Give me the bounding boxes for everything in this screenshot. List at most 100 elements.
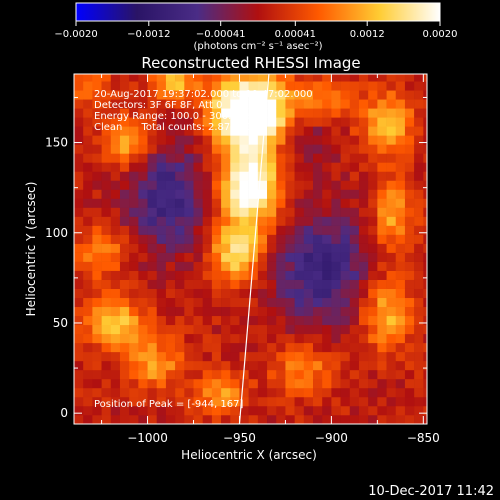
heatmap-cell xyxy=(414,306,424,317)
heatmap-cell xyxy=(331,180,341,190)
heatmap-cell xyxy=(101,153,112,163)
heatmap-cell xyxy=(377,144,387,154)
heatmap-cell xyxy=(377,162,387,172)
heatmap-cell xyxy=(248,216,259,226)
heatmap-cell xyxy=(83,162,93,172)
heatmap-cell xyxy=(294,288,305,299)
heatmap-cell xyxy=(322,306,332,317)
heatmap-cell xyxy=(221,297,231,308)
heatmap-cell xyxy=(211,378,222,389)
heatmap-cell xyxy=(221,252,231,262)
heatmap-cell xyxy=(74,261,84,271)
heatmap-cell xyxy=(129,117,139,127)
heatmap-cell xyxy=(368,189,378,199)
heatmap-cell xyxy=(358,90,369,100)
heatmap-cell xyxy=(119,324,130,335)
heatmap-cell xyxy=(257,153,268,163)
heatmap-cell xyxy=(395,108,406,118)
heatmap-cell xyxy=(267,135,277,145)
heatmap-cell xyxy=(147,333,158,344)
heatmap-cell xyxy=(358,126,369,136)
heatmap-cell xyxy=(248,126,259,136)
heatmap-cell xyxy=(349,189,360,199)
heatmap-cell xyxy=(313,162,323,172)
heatmap-cell xyxy=(386,189,397,199)
heatmap-cell xyxy=(303,306,314,317)
heatmap-cell xyxy=(211,117,222,127)
heatmap-cell xyxy=(239,99,249,109)
heatmap-cell xyxy=(294,126,305,136)
heatmap-cell xyxy=(294,81,305,91)
heatmap-cell xyxy=(92,144,102,154)
heatmap-cell xyxy=(175,171,185,181)
heatmap-cell xyxy=(193,180,203,190)
heatmap-cell xyxy=(404,261,415,271)
heatmap-cell xyxy=(294,369,305,380)
heatmap-cell xyxy=(184,288,194,299)
heatmap-cell xyxy=(303,90,314,100)
heatmap-cell xyxy=(92,243,102,253)
heatmap-cell xyxy=(239,126,249,136)
heatmap-cell xyxy=(377,198,387,208)
heatmap-cell xyxy=(175,261,185,271)
heatmap-cell xyxy=(267,99,277,109)
heatmap-cell xyxy=(404,153,415,163)
heatmap-cell xyxy=(386,279,397,289)
heatmap-cell xyxy=(156,261,167,271)
heatmap-cell xyxy=(230,74,240,82)
heatmap-cell xyxy=(184,81,194,91)
heatmap-cell xyxy=(276,189,286,199)
heatmap-cell xyxy=(340,279,351,289)
heatmap-cell xyxy=(165,315,176,326)
heatmap-cell xyxy=(395,378,406,389)
heatmap-cell xyxy=(358,243,369,253)
heatmap-cell xyxy=(138,108,148,118)
heatmap-cell xyxy=(248,74,259,82)
heatmap-cell xyxy=(285,252,295,262)
heatmap-cell xyxy=(92,387,102,398)
heatmap-cell xyxy=(110,216,121,226)
heatmap-cell xyxy=(211,306,222,317)
heatmap-cell xyxy=(239,81,249,91)
heatmap-cell xyxy=(395,270,406,280)
heatmap-cell xyxy=(368,369,378,380)
heatmap-cell xyxy=(193,279,203,289)
heatmap-cell xyxy=(193,342,203,353)
heatmap-cell xyxy=(313,342,323,353)
heatmap-cell xyxy=(414,333,424,344)
heatmap-cell xyxy=(303,99,314,109)
heatmap-cell xyxy=(110,162,121,172)
heatmap-cell xyxy=(377,189,387,199)
heatmap-cell xyxy=(184,396,194,407)
heatmap-cell xyxy=(74,306,84,317)
heatmap-cell xyxy=(414,162,424,172)
heatmap-cell xyxy=(414,252,424,262)
heatmap-cell xyxy=(349,396,360,407)
heatmap-cell xyxy=(414,117,424,127)
heatmap-cell xyxy=(340,198,351,208)
heatmap-cell xyxy=(331,162,341,172)
heatmap-cell xyxy=(129,414,139,424)
heatmap-cell xyxy=(92,333,102,344)
heatmap-cell xyxy=(138,414,148,424)
heatmap-cell xyxy=(221,360,231,371)
heatmap-cell xyxy=(202,261,213,271)
heatmap-cell xyxy=(101,180,112,190)
heatmap-cell xyxy=(110,135,121,145)
heatmap-cell xyxy=(147,243,158,253)
heatmap-cell xyxy=(404,90,415,100)
heatmap-cell xyxy=(184,234,194,244)
heatmap-cell xyxy=(257,297,268,308)
heatmap-cell xyxy=(175,144,185,154)
heatmap-cell xyxy=(83,360,93,371)
heatmap-cell xyxy=(202,252,213,262)
heatmap-cell xyxy=(138,279,148,289)
heatmap-cell xyxy=(193,189,203,199)
heatmap-cell xyxy=(175,117,185,127)
heatmap-cell xyxy=(211,252,222,262)
heatmap-cell xyxy=(349,74,360,82)
heatmap-cell xyxy=(276,126,286,136)
heatmap-cell xyxy=(175,135,185,145)
heatmap-cell xyxy=(313,306,323,317)
heatmap-cell xyxy=(248,396,259,407)
